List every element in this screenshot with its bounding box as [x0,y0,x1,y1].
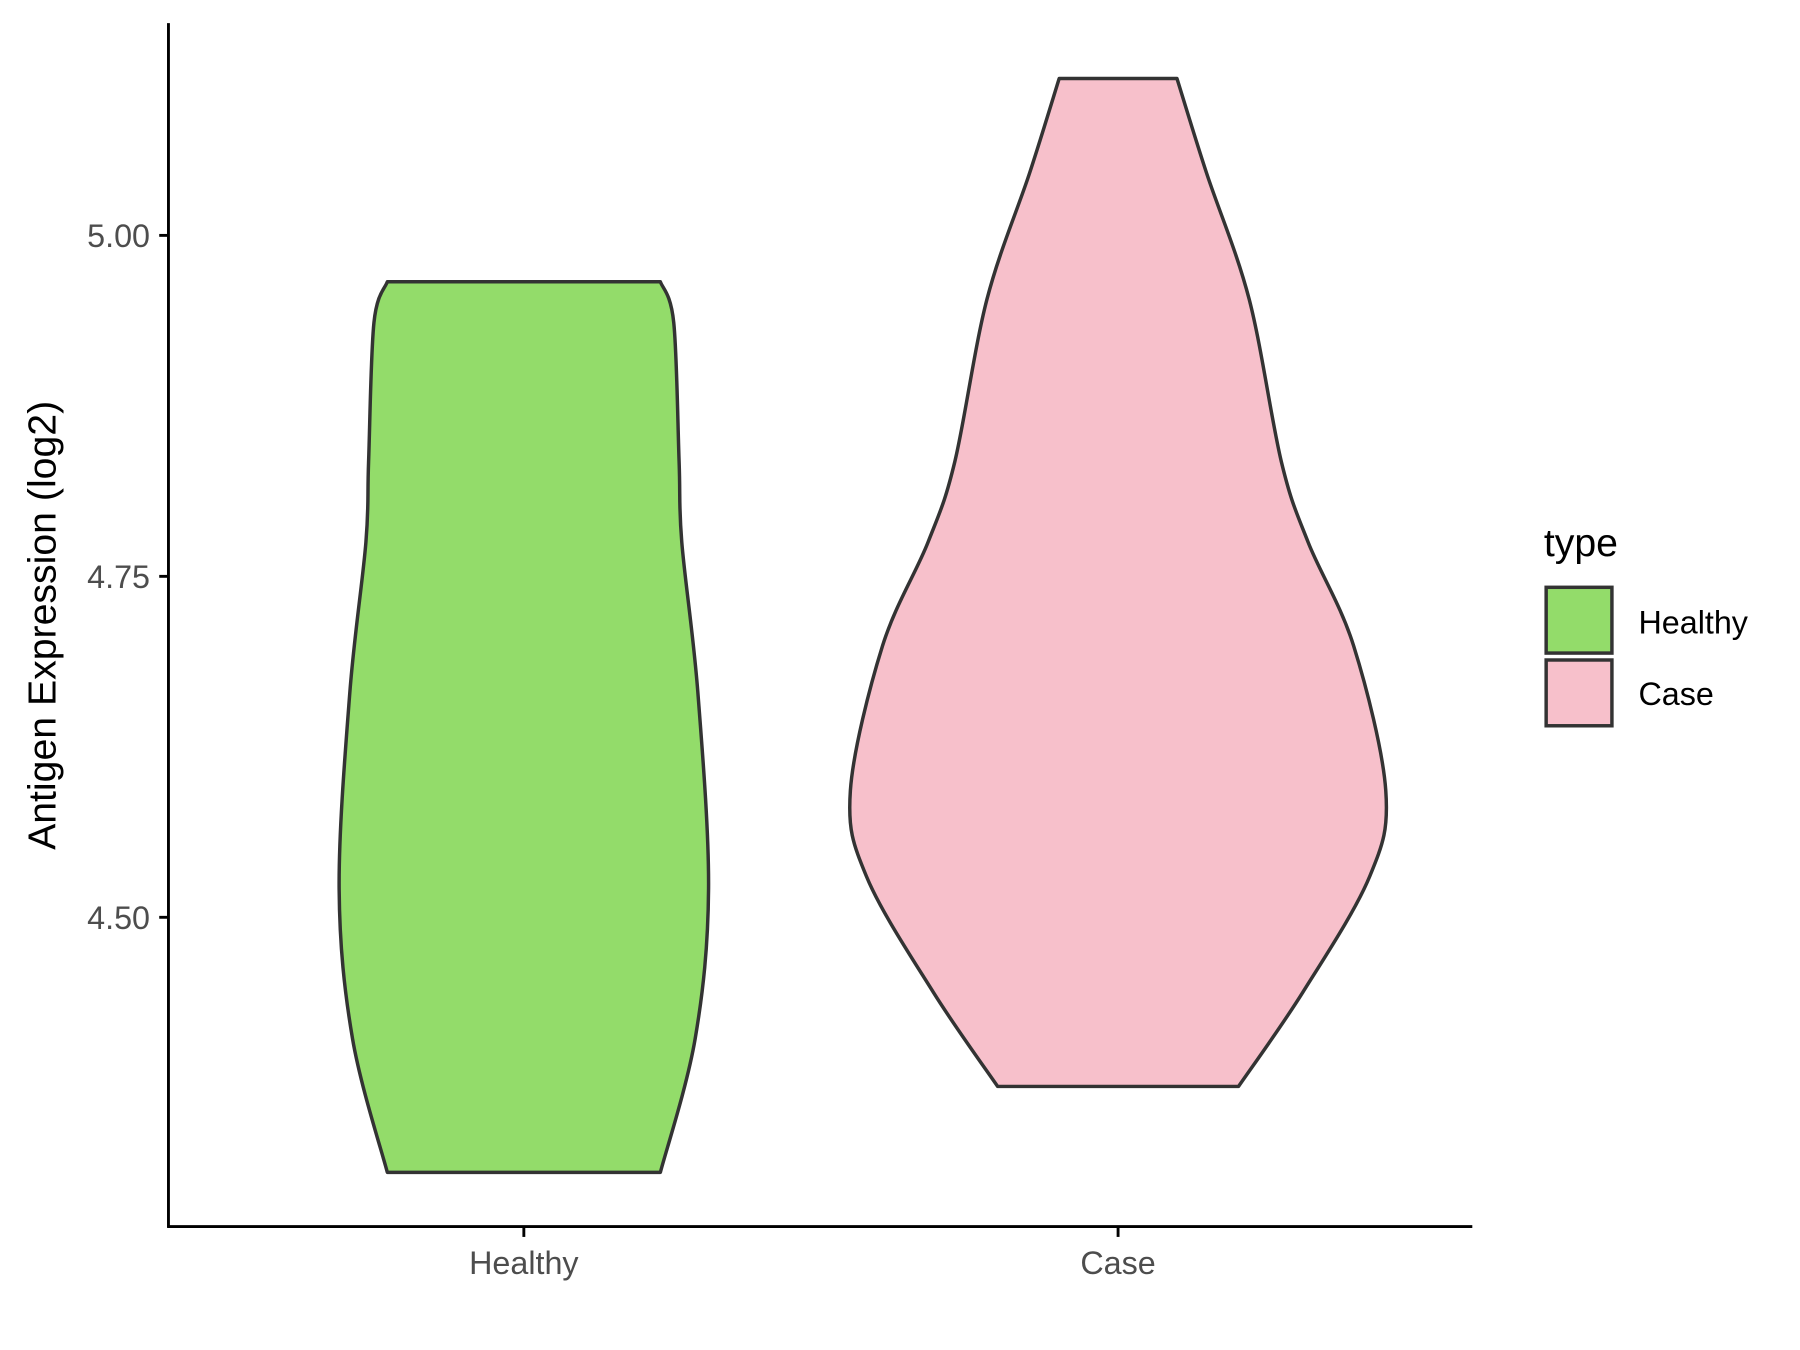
legend-title: type [1544,521,1618,565]
legend-label-healthy: Healthy [1638,604,1748,640]
violin-case [847,76,1389,1089]
y-tick-label: 5.00 [87,218,150,254]
legend-key-healthy [1544,585,1614,655]
y-tick-label: 4.50 [87,900,150,936]
y-axis-label: Antigen Expression (log2) [20,401,64,850]
legend: type Healthy Case [1544,521,1749,728]
violin-healthy [337,280,711,1175]
legend-label-case: Case [1638,676,1713,712]
x-ticks: Healthy Case [469,1226,1156,1281]
x-tick-label-case: Case [1080,1245,1155,1281]
y-tick-label: 4.75 [87,559,150,595]
y-ticks: 4.50 4.75 5.00 [87,218,169,936]
x-tick-label-healthy: Healthy [469,1245,579,1281]
legend-key-case [1544,658,1614,728]
violins [337,76,1389,1175]
